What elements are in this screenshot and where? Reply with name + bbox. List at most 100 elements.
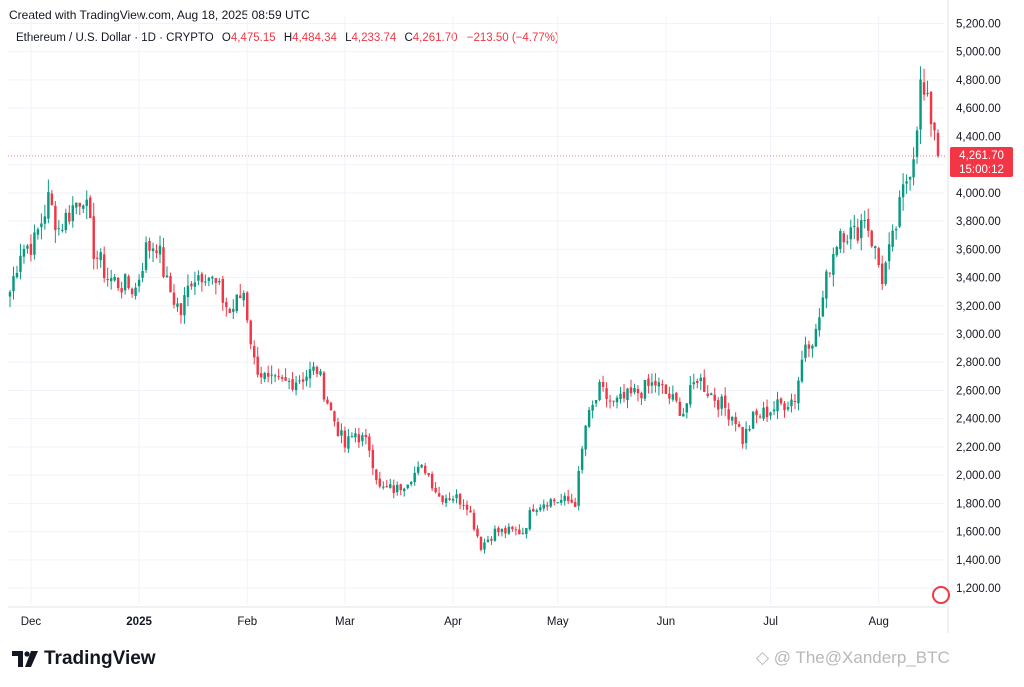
candle-body xyxy=(612,400,615,402)
candle-body xyxy=(343,430,347,448)
candle-body xyxy=(375,469,378,481)
y-tick-label: 2,000.00 xyxy=(956,470,1001,482)
candle-body xyxy=(528,510,532,530)
candle-body xyxy=(134,287,137,296)
candle-body xyxy=(396,484,399,493)
candle-body xyxy=(12,276,15,292)
candle-body xyxy=(716,400,720,410)
candle-body xyxy=(109,278,113,282)
candle-body xyxy=(657,382,661,387)
candle-body xyxy=(207,277,211,281)
candle-body xyxy=(284,377,287,381)
candle-body xyxy=(873,246,877,248)
candle-body xyxy=(605,388,608,400)
candle-body xyxy=(650,382,654,386)
candle-body xyxy=(783,403,786,411)
candle-body xyxy=(640,392,643,399)
y-tick-label: 1,800.00 xyxy=(956,498,1001,510)
candle-body xyxy=(772,409,776,412)
open-value: 4,475.15 xyxy=(230,32,276,44)
tradingview-brand[interactable]: TradingView xyxy=(12,648,156,670)
candle-body xyxy=(842,233,846,243)
candle-body xyxy=(43,216,47,224)
candle-body xyxy=(546,505,549,507)
candle-body xyxy=(793,400,797,402)
candle-body xyxy=(870,230,873,247)
y-tick-label: 4,000.00 xyxy=(956,188,1001,200)
candle-body xyxy=(322,372,326,400)
candle-body xyxy=(776,399,779,412)
candle-body xyxy=(493,528,497,541)
candle-body xyxy=(765,406,769,418)
candle-body xyxy=(647,378,650,386)
y-tick-label: 1,600.00 xyxy=(956,527,1001,539)
high-label: H xyxy=(283,32,293,44)
candle-body xyxy=(741,426,744,445)
candle-body xyxy=(929,91,933,125)
y-tick-label: 2,400.00 xyxy=(956,414,1001,426)
y-tick-label: 3,200.00 xyxy=(956,301,1001,313)
candle-body xyxy=(689,385,692,405)
candle-body xyxy=(860,220,863,239)
candle-body xyxy=(399,484,402,491)
candle-body xyxy=(643,379,647,399)
candle-body xyxy=(420,464,423,468)
candle-body xyxy=(811,345,814,349)
candle-body xyxy=(239,295,242,299)
candle-body xyxy=(280,377,284,379)
low-label: L xyxy=(345,32,352,44)
candle-body xyxy=(720,396,723,409)
candle-body xyxy=(298,380,301,382)
candle-body xyxy=(839,231,842,250)
y-tick-label: 2,200.00 xyxy=(956,442,1001,454)
candle-body xyxy=(856,227,859,241)
candle-body xyxy=(587,410,591,427)
candle-body xyxy=(685,403,689,413)
candle-body xyxy=(350,436,354,438)
candle-body xyxy=(539,507,542,511)
candle-body xyxy=(884,262,887,284)
candle-body xyxy=(99,252,102,261)
candle-body xyxy=(887,244,891,262)
y-tick-label: 3,000.00 xyxy=(956,329,1001,341)
candle-body xyxy=(155,250,158,254)
candle-body xyxy=(50,193,54,205)
candle-body xyxy=(734,416,737,425)
candle-body xyxy=(172,292,176,305)
candle-body xyxy=(228,308,232,313)
candle-body xyxy=(211,276,214,279)
candle-body xyxy=(106,279,109,281)
candle-body xyxy=(514,529,518,531)
candle-body xyxy=(75,202,78,208)
candle-body xyxy=(601,381,605,387)
candle-body xyxy=(737,424,741,427)
candle-body xyxy=(730,417,734,421)
candle-body xyxy=(389,484,392,488)
candle-body xyxy=(123,274,127,291)
candle-body xyxy=(723,395,727,408)
candle-body xyxy=(186,285,190,298)
candle-body xyxy=(549,499,552,507)
candle-body xyxy=(472,512,476,530)
candle-body xyxy=(668,393,671,399)
candle-body xyxy=(406,484,409,489)
candle-body xyxy=(894,228,898,231)
candle-body xyxy=(706,393,709,396)
candle-body xyxy=(85,199,88,206)
candle-body xyxy=(455,494,458,499)
candle-body xyxy=(176,303,179,307)
candle-body xyxy=(905,181,908,184)
candle-body xyxy=(22,248,26,257)
candle-body xyxy=(54,205,57,231)
candle-body xyxy=(490,538,493,541)
candle-body xyxy=(692,382,696,385)
candle-body xyxy=(263,373,266,380)
candle-body xyxy=(214,278,218,283)
open-label: O xyxy=(221,32,231,44)
candle-body xyxy=(361,435,364,442)
symbol-title[interactable]: Ethereum / U.S. Dollar · 1D · CRYPTO xyxy=(16,32,214,44)
candle-body xyxy=(36,229,40,235)
candle-body xyxy=(594,400,598,404)
candle-body xyxy=(755,410,758,416)
